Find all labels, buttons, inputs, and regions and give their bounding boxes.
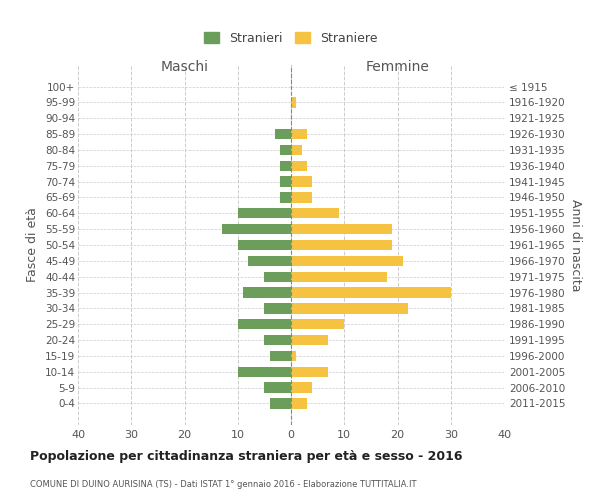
Bar [265,272,291,282]
Bar [222,224,291,234]
Y-axis label: Fasce di età: Fasce di età [26,208,40,282]
Bar [291,319,344,330]
Bar [265,303,291,314]
Bar [238,319,291,330]
Bar [248,256,291,266]
Bar [291,192,313,202]
Bar [291,256,403,266]
Text: Popolazione per cittadinanza straniera per età e sesso - 2016: Popolazione per cittadinanza straniera p… [30,450,463,463]
Bar [270,351,291,361]
Bar [280,176,291,187]
Bar [270,398,291,408]
Text: Femmine: Femmine [365,60,430,74]
Bar [291,176,313,187]
Bar [275,129,291,139]
Bar [238,208,291,218]
Bar [265,335,291,345]
Bar [280,145,291,155]
Bar [265,382,291,393]
Bar [291,208,339,218]
Bar [291,382,313,393]
Bar [238,366,291,377]
Bar [291,97,296,108]
Bar [291,366,328,377]
Bar [291,288,451,298]
Bar [291,160,307,171]
Bar [291,303,408,314]
Bar [291,351,296,361]
Legend: Stranieri, Straniere: Stranieri, Straniere [200,28,382,48]
Bar [291,224,392,234]
Bar [291,398,307,408]
Bar [280,192,291,202]
Bar [291,129,307,139]
Bar [291,335,328,345]
Bar [280,160,291,171]
Bar [291,240,392,250]
Text: Maschi: Maschi [161,60,209,74]
Bar [291,272,387,282]
Bar [291,145,302,155]
Y-axis label: Anni di nascita: Anni di nascita [569,198,582,291]
Bar [238,240,291,250]
Text: COMUNE DI DUINO AURISINA (TS) - Dati ISTAT 1° gennaio 2016 - Elaborazione TUTTIT: COMUNE DI DUINO AURISINA (TS) - Dati IST… [30,480,416,489]
Bar [243,288,291,298]
